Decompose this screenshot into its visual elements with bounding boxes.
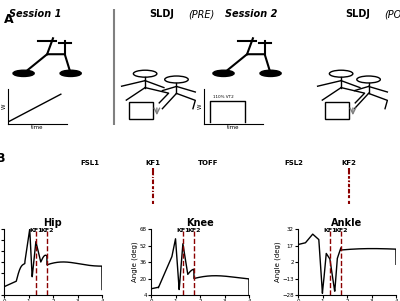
Bar — [326, 102, 349, 119]
Text: TOFF: TOFF — [198, 160, 218, 166]
Text: KF2: KF2 — [187, 228, 201, 233]
Text: KF1: KF1 — [323, 228, 337, 233]
Text: Session 1: Session 1 — [9, 9, 62, 19]
Text: FSL1: FSL1 — [81, 160, 100, 166]
Circle shape — [260, 70, 281, 76]
Circle shape — [13, 70, 34, 76]
Bar — [130, 102, 153, 119]
Circle shape — [213, 70, 234, 76]
Text: SLDJ: SLDJ — [149, 9, 174, 19]
Y-axis label: Angle (deg): Angle (deg) — [274, 242, 281, 282]
Text: KF2: KF2 — [334, 228, 348, 233]
Text: KF1: KF1 — [29, 228, 43, 233]
Text: (PRE): (PRE) — [188, 9, 214, 19]
Text: FSL2: FSL2 — [285, 160, 304, 166]
Title: Knee: Knee — [186, 219, 214, 228]
Text: (POST): (POST) — [384, 9, 400, 19]
Text: KF2: KF2 — [342, 160, 356, 166]
Text: Session 2: Session 2 — [225, 9, 277, 19]
Text: KF2: KF2 — [40, 228, 54, 233]
Text: B: B — [0, 152, 6, 165]
Y-axis label: Angle (deg): Angle (deg) — [132, 242, 138, 282]
Circle shape — [60, 70, 81, 76]
Text: A: A — [4, 13, 14, 26]
Title: Ankle: Ankle — [331, 219, 363, 228]
Text: KF1: KF1 — [146, 160, 160, 166]
Text: SLDJ: SLDJ — [345, 9, 370, 19]
Text: KF1: KF1 — [176, 228, 190, 233]
Title: Hip: Hip — [44, 219, 62, 228]
